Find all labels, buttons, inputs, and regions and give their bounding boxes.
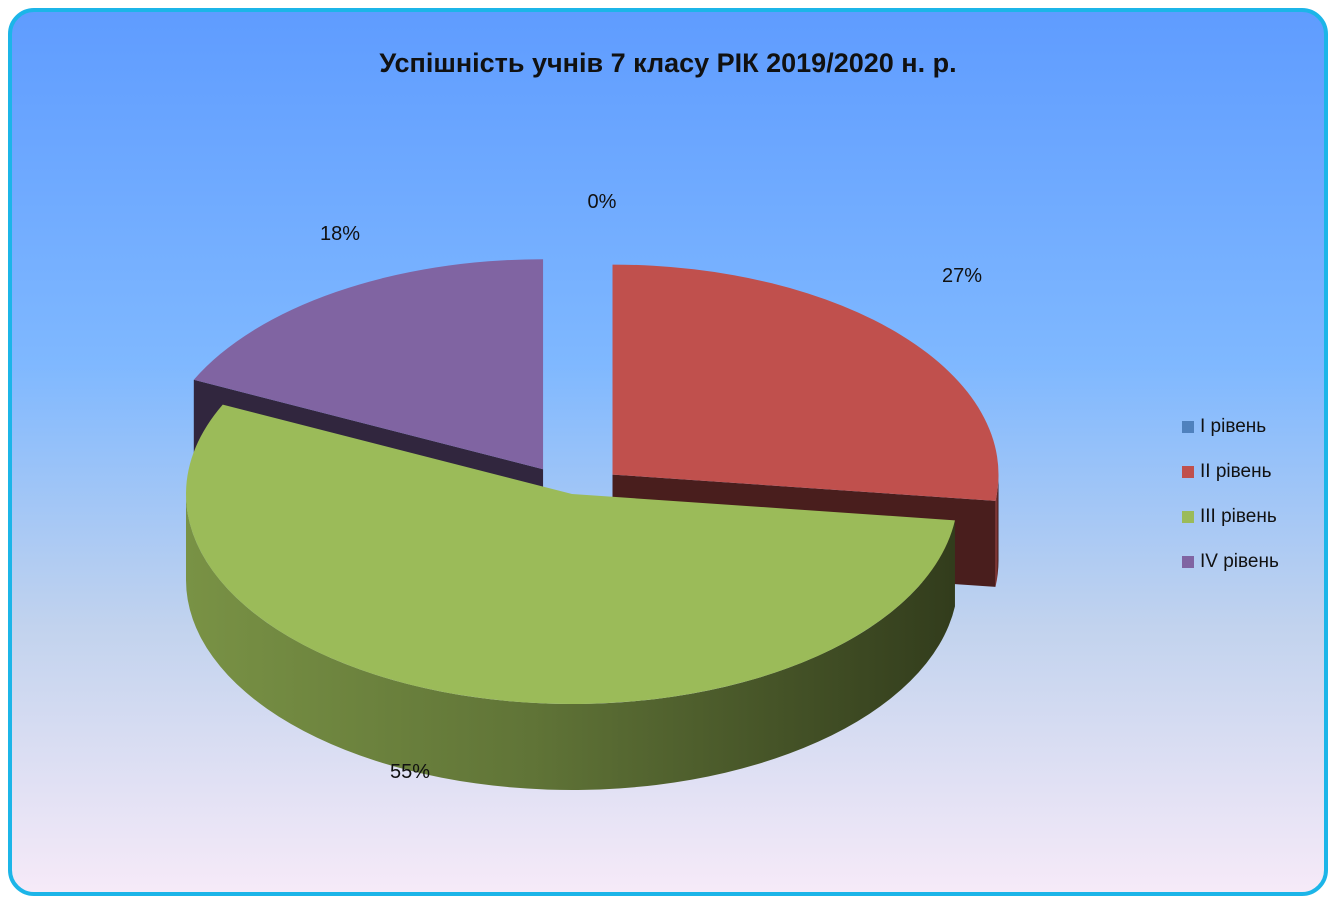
legend-swatch — [1182, 466, 1194, 478]
chart-legend: І рівень ІІ рівень ІІІ рівень ІV рівень — [1182, 416, 1279, 596]
chart-title: Успішність учнів 7 класу РІК 2019/2020 н… — [379, 48, 957, 78]
data-label-level-4: 18% — [320, 223, 360, 245]
pie-chart: 0% 27% 55% 18% — [185, 191, 999, 791]
data-label-level-3: 55% — [390, 761, 430, 783]
pie-slice-rim — [186, 494, 955, 791]
legend-swatch — [1182, 421, 1194, 433]
data-label-level-2: 27% — [942, 265, 982, 287]
legend-label: ІІ рівень — [1200, 461, 1272, 482]
legend-item-level-1: І рівень — [1182, 416, 1279, 438]
pie-slice-level-2 — [612, 264, 999, 501]
legend-item-level-3: ІІІ рівень — [1182, 506, 1279, 528]
chart-frame: Успішність учнів 7 класу РІК 2019/2020 н… — [8, 8, 1328, 896]
legend-swatch — [1182, 556, 1194, 568]
pie-slice-level-3 — [185, 404, 955, 705]
pie-slice-rim — [995, 474, 999, 587]
legend-label: І рівень — [1200, 416, 1267, 437]
legend-label: ІV рівень — [1200, 551, 1279, 572]
pie-slice-level-4 — [193, 259, 544, 470]
data-label-level-1: 0% — [588, 191, 617, 213]
legend-item-level-2: ІІ рівень — [1182, 461, 1279, 483]
legend-swatch — [1182, 511, 1194, 523]
legend-label: ІІІ рівень — [1200, 506, 1277, 527]
legend-item-level-4: ІV рівень — [1182, 551, 1279, 573]
